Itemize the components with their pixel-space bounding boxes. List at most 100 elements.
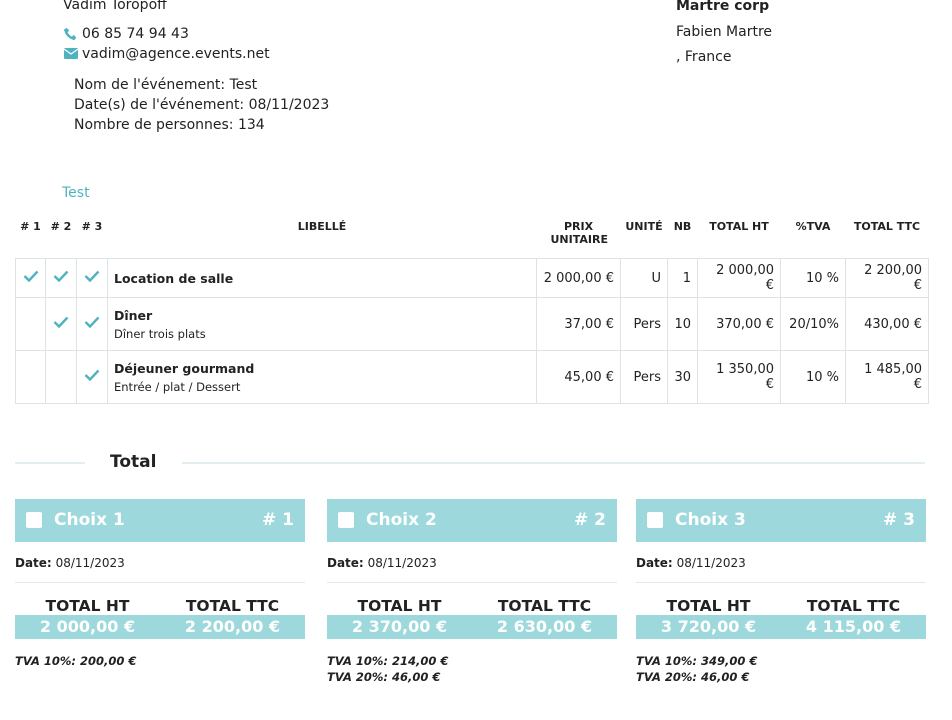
column-header: # 3: [81, 220, 103, 233]
total-ht: 2 000,00 €: [697, 258, 781, 298]
check-icon: [84, 316, 100, 329]
choice-cell: [15, 258, 46, 298]
taxes: TVA 10%: 349,00 € TVA 20%: 46,00 €: [636, 653, 926, 685]
column-header: TOTAL TTC: [853, 220, 921, 233]
choice-date: Date: 08/11/2023: [327, 556, 617, 570]
line-description: Entrée / plat / Dessert: [114, 379, 241, 394]
total-values: 3 720,00 € 4 115,00 €: [636, 615, 926, 639]
choice-cell: [76, 350, 108, 404]
column-header: NB: [673, 220, 692, 233]
choice-cell: [15, 297, 46, 351]
table-body: Location de salle 2 000,00 € U 1 2 000,00 €1…: [15, 258, 929, 404]
column-header: %TVA: [795, 220, 831, 233]
unit: Pers: [620, 297, 668, 351]
choice-title: Choix 3: [675, 510, 746, 530]
mail-icon: [64, 48, 78, 59]
ht-label: TOTAL HT: [357, 597, 442, 615]
label-cell: Location de salle: [107, 258, 537, 298]
date-label: Date:: [15, 556, 52, 570]
event-name: Nom de l'événement: Test: [74, 77, 258, 93]
date-value: 08/11/2023: [367, 556, 437, 570]
checkbox[interactable]: [26, 512, 42, 528]
choice-cell: [45, 297, 77, 351]
choice-title: Choix 2: [366, 510, 437, 530]
choice-cell: [76, 258, 108, 298]
total-labels: TOTAL HT TOTAL TTC: [327, 597, 617, 615]
total-values: 2 370,00 € 2 630,00 €: [327, 615, 617, 639]
ttc-value: 2 200,00 €: [184, 617, 281, 636]
unit-price: 37,00 €: [536, 297, 621, 351]
line-row: Dîner Dîner trois plats 37,00 € Pers 10 370,0…: [15, 297, 929, 351]
ht-value: 3 720,00 €: [660, 617, 757, 636]
choice-number: # 2: [574, 510, 606, 530]
column-header: # 1: [20, 220, 41, 233]
choice-cell: [45, 258, 77, 298]
unit-price: 2 000,00 €: [536, 258, 621, 298]
column-header: TOTAL HT: [709, 220, 769, 233]
line-label: Déjeuner gourmand: [114, 360, 255, 376]
lines-table: # 1 # 2 # 3 LIBELLÉ PRIX UNITAIRE UNITÉ NB TOTA…: [15, 216, 929, 404]
sender-phone: 06 85 74 94 43: [82, 26, 189, 42]
column-header: UNITÉ: [625, 220, 663, 233]
divider: [327, 582, 617, 583]
qty: 10: [667, 297, 698, 351]
ht-label: TOTAL HT: [666, 597, 751, 615]
ht-label: TOTAL HT: [45, 597, 130, 615]
total-ttc: 1 485,00 €: [845, 350, 929, 404]
unit: Pers: [620, 350, 668, 404]
divider: [636, 582, 926, 583]
qty: 30: [667, 350, 698, 404]
total-values: 2 000,00 € 2 200,00 €: [15, 615, 305, 639]
tax-line: TVA 20%: 46,00 €: [636, 670, 750, 684]
line-label: Dîner: [114, 307, 153, 323]
check-icon: [84, 369, 100, 382]
line-label: Location de salle: [114, 270, 234, 286]
separator: [15, 462, 85, 464]
choice-cell: [15, 350, 46, 404]
checkbox[interactable]: [647, 512, 663, 528]
choice-title: Choix 1: [54, 510, 125, 530]
ttc-label: TOTAL TTC: [806, 597, 901, 615]
header-row: # 1 # 2 # 3 LIBELLÉ PRIX UNITAIRE UNITÉ NB TOTA…: [16, 216, 929, 259]
event-dates: Date(s) de l'événement: 08/11/2023: [74, 97, 330, 113]
vat: 10 %: [780, 258, 846, 298]
taxes: TVA 10%: 200,00 €: [15, 653, 305, 669]
total-ht: 370,00 €: [697, 297, 781, 351]
choice-header: Choix 1 # 1: [15, 499, 305, 542]
column-header: LIBELLÉ: [297, 220, 347, 233]
label-cell: Déjeuner gourmand Entrée / plat / Dessert: [107, 350, 537, 404]
checkbox[interactable]: [338, 512, 354, 528]
ttc-label: TOTAL TTC: [497, 597, 592, 615]
ttc-value: 2 630,00 €: [496, 617, 593, 636]
check-icon: [53, 316, 69, 329]
choice-date: Date: 08/11/2023: [636, 556, 926, 570]
choice-cell: [45, 350, 77, 404]
choice-header: Choix 3 # 3: [636, 499, 926, 542]
column-header: PRIX UNITAIRE: [550, 220, 608, 246]
unit-price: 45,00 €: [536, 350, 621, 404]
event-people: Nombre de personnes: 134: [74, 117, 265, 133]
qty: 1: [667, 258, 698, 298]
tax-line: TVA 10%: 200,00 €: [15, 654, 137, 668]
vat: 20/10%: [780, 297, 846, 351]
line-row: Location de salle 2 000,00 € U 1 2 000,00 €1…: [15, 258, 929, 298]
label-cell: Dîner Dîner trois plats: [107, 297, 537, 351]
section-title: Test: [62, 185, 90, 201]
client-contact: Fabien Martre: [676, 24, 773, 40]
line-description: Dîner trois plats: [114, 326, 206, 341]
ttc-label: TOTAL TTC: [185, 597, 280, 615]
choice-box: Choix 1 # 1 Date: 08/11/2023 TOTAL HT TOTAL …: [15, 499, 305, 669]
choice-date: Date: 08/11/2023: [15, 556, 305, 570]
choice-number: # 3: [883, 510, 915, 530]
tax-line: TVA 10%: 214,00 €: [327, 654, 449, 668]
client-country: , France: [676, 49, 732, 65]
tax-line: TVA 20%: 46,00 €: [327, 670, 441, 684]
sender-email: vadim@agence.events.net: [82, 46, 270, 62]
tax-line: TVA 10%: 349,00 €: [636, 654, 758, 668]
choice-header: Choix 2 # 2: [327, 499, 617, 542]
date-value: 08/11/2023: [676, 556, 746, 570]
vat: 10 %: [780, 350, 846, 404]
check-icon: [23, 270, 38, 283]
choice-box: Choix 2 # 2 Date: 08/11/2023 TOTAL HT TOTAL …: [327, 499, 617, 685]
